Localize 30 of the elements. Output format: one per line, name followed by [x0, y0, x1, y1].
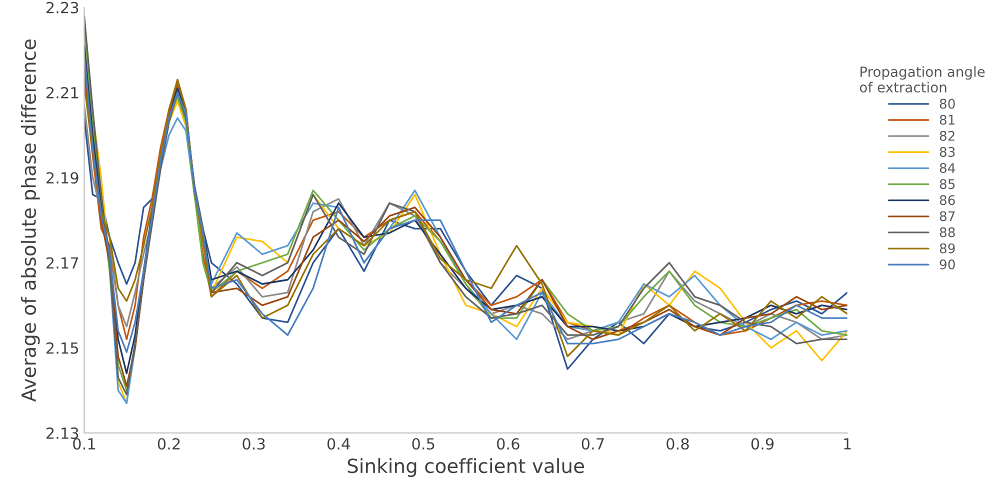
- legend-label: 82: [940, 130, 954, 141]
- y-tick-label: 2.19: [46, 172, 78, 184]
- y-tick-label: 2.15: [46, 342, 78, 354]
- legend-label: 86: [940, 195, 955, 206]
- y-tick-label: 2.23: [46, 2, 78, 14]
- legend-label: 90: [940, 259, 955, 270]
- x-axis-title: Sinking coefficient value: [348, 458, 584, 477]
- x-tick-label: 0.9: [751, 438, 774, 450]
- x-tick-label: 0.6: [497, 438, 520, 450]
- legend-label: 89: [940, 243, 955, 254]
- legend-label: 88: [940, 227, 955, 238]
- x-tick-label: 0.3: [242, 438, 265, 450]
- legend-label: 81: [940, 114, 955, 125]
- x-tick-label: 0.8: [666, 438, 689, 450]
- legend-label: 83: [940, 146, 955, 157]
- y-tick-label: 2.17: [46, 257, 78, 269]
- legend-label: 84: [940, 163, 956, 174]
- x-tick-label: 0.4: [327, 438, 350, 450]
- y-tick-label: 2.21: [46, 86, 78, 98]
- legend-label: 85: [940, 179, 955, 190]
- x-tick-label: 0.2: [158, 438, 180, 450]
- y-axis-title: Average of absolute phase difference: [20, 39, 40, 402]
- legend-label: 87: [940, 211, 955, 222]
- y-tick-label: 2.13: [46, 427, 78, 439]
- legend-label: 80: [940, 98, 955, 109]
- x-tick-label: 0.7: [582, 438, 604, 450]
- x-tick-label: 1: [844, 438, 851, 450]
- x-tick-label: 0.5: [412, 438, 434, 450]
- x-tick-label: 0.1: [73, 438, 95, 450]
- legend-title: Propagation angle of extraction: [860, 66, 985, 93]
